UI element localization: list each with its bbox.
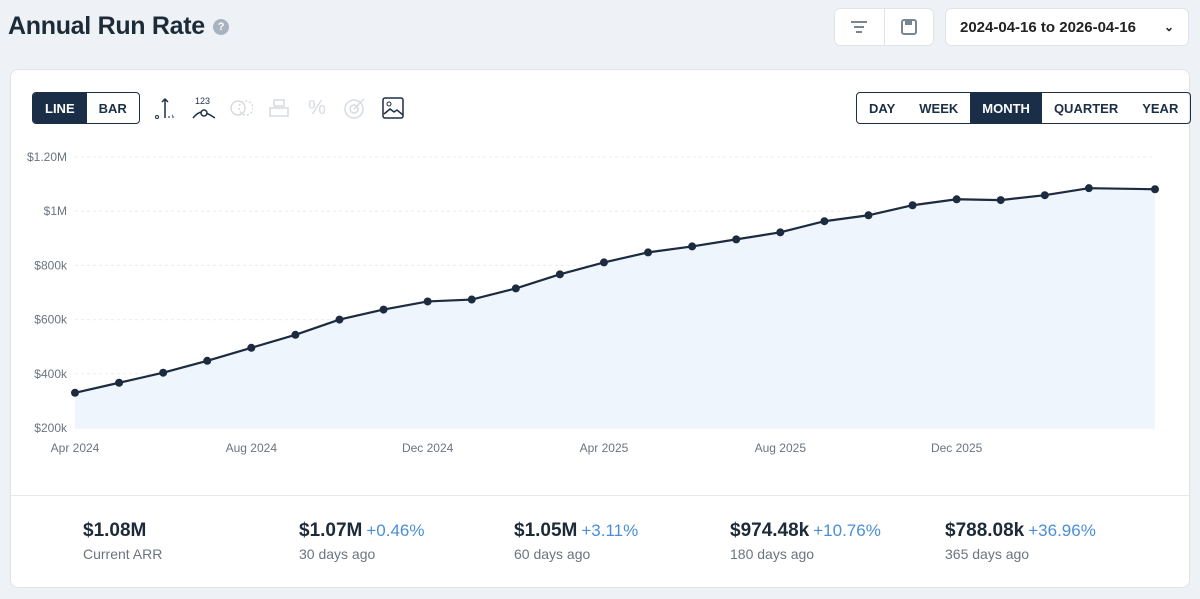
data-point	[159, 368, 168, 377]
goal-icon	[343, 96, 367, 120]
page-title: Annual Run Rate?	[8, 12, 229, 41]
chart-tools: 123 %	[153, 96, 405, 120]
stat-value: $1.08M	[83, 520, 147, 541]
stat-30d: $1.07M +0.46% 30 days ago	[299, 520, 425, 562]
stat-label: Current ARR	[83, 546, 163, 562]
data-point	[291, 330, 300, 339]
quarter-button[interactable]: QUARTER	[1053, 100, 1119, 116]
y-tick-label: $1.20M	[27, 150, 67, 164]
image-export-icon[interactable]	[381, 96, 405, 120]
data-point	[644, 248, 653, 257]
data-point	[1151, 185, 1159, 194]
percent-icon: %	[308, 96, 326, 119]
axis-icon[interactable]	[153, 96, 177, 120]
date-range-picker[interactable]: 2024-04-16 to 2026-04-16 ⌄	[945, 8, 1189, 46]
data-point	[864, 211, 873, 220]
data-point	[71, 388, 79, 397]
y-tick-label: $800k	[34, 258, 68, 272]
y-tick-label: $200k	[34, 421, 68, 435]
stack-icon	[267, 96, 291, 120]
stat-label: 365 days ago	[945, 546, 1030, 562]
data-point	[908, 201, 917, 210]
page-title-text: Annual Run Rate	[8, 12, 205, 40]
stat-365d: $788.08k +36.96% 365 days ago	[945, 520, 1096, 562]
stat-label: 180 days ago	[730, 546, 815, 562]
area-fill	[75, 188, 1155, 428]
save-button[interactable]	[885, 9, 934, 45]
interval-toggle: DAY WEEK MONTH QUARTER YEAR	[856, 92, 1192, 124]
x-tick-label: Apr 2025	[580, 441, 629, 455]
data-point	[467, 295, 476, 304]
stat-change: +10.76%	[813, 521, 881, 540]
data-point	[732, 235, 741, 244]
data-point	[511, 284, 520, 293]
divider	[11, 495, 1189, 496]
y-tick-label: $400k	[34, 367, 68, 381]
filter-button[interactable]	[835, 9, 885, 45]
question-circle-icon[interactable]: ?	[212, 18, 229, 35]
icon-button-group	[834, 8, 934, 46]
svg-text:123: 123	[195, 96, 210, 106]
stat-value: $974.48k	[730, 520, 810, 541]
data-point	[996, 196, 1005, 205]
arr-chart: $200k $400k $600k $800k $1M $1.20M Apr 2024 Aug…	[27, 150, 1159, 455]
stat-current: $1.08M Current ARR	[83, 520, 162, 562]
year-button[interactable]: YEAR	[1142, 100, 1179, 116]
data-point	[555, 270, 564, 279]
x-tick-label: Apr 2024	[51, 441, 100, 455]
chart-type-toggle: LINE BAR	[32, 92, 140, 124]
stat-label: 30 days ago	[299, 546, 376, 562]
data-point	[115, 378, 124, 387]
filter-icon	[851, 21, 868, 33]
x-tick-label: Aug 2025	[755, 441, 807, 455]
data-point	[1084, 184, 1093, 193]
x-tick-label: Aug 2024	[226, 441, 278, 455]
data-point	[599, 258, 608, 267]
data-point	[203, 356, 212, 365]
data-point	[688, 242, 697, 251]
day-button[interactable]: DAY	[869, 100, 896, 116]
data-point	[776, 228, 785, 237]
y-tick-label: $600k	[34, 313, 68, 327]
save-icon	[900, 19, 917, 35]
compare-icon	[229, 96, 253, 120]
data-point	[379, 305, 388, 314]
month-button[interactable]: MONTH	[970, 93, 1042, 123]
stat-value: $1.07M	[299, 520, 363, 541]
data-point	[423, 297, 432, 306]
bar-button[interactable]: BAR	[98, 100, 127, 116]
date-range-value: 2024-04-16 to 2026-04-16	[960, 18, 1136, 36]
chevron-down-icon: ⌄	[1163, 20, 1174, 34]
data-labels-icon[interactable]: 123	[191, 96, 215, 120]
week-button[interactable]: WEEK	[919, 100, 959, 116]
data-point	[952, 195, 961, 204]
y-tick-label: $1M	[44, 204, 67, 218]
stat-change: +36.96%	[1028, 521, 1096, 540]
stat-60d: $1.05M +3.11% 60 days ago	[514, 520, 638, 562]
stat-change: +0.46%	[366, 521, 425, 540]
stat-value: $788.08k	[945, 520, 1025, 541]
data-point	[247, 343, 256, 352]
x-tick-label: Dec 2025	[931, 441, 983, 455]
data-point	[335, 315, 344, 324]
stat-value: $1.05M	[514, 520, 578, 541]
x-tick-label: Dec 2024	[402, 441, 454, 455]
data-point	[820, 217, 829, 226]
data-point	[1040, 191, 1049, 200]
stat-180d: $974.48k +10.76% 180 days ago	[730, 520, 881, 562]
stat-change: +3.11%	[581, 521, 639, 540]
stat-label: 60 days ago	[514, 546, 591, 562]
line-button[interactable]: LINE	[33, 93, 87, 123]
